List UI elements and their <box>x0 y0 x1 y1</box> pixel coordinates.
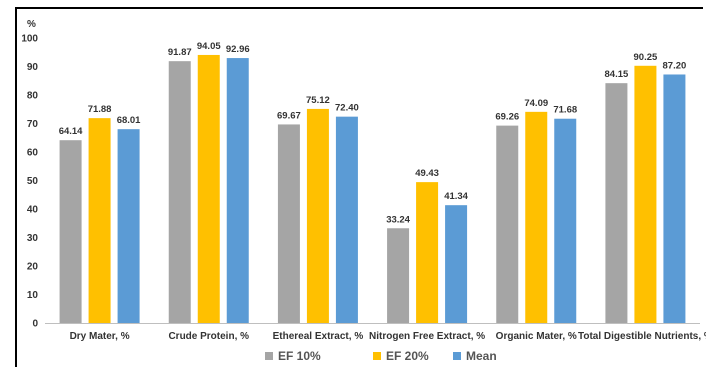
bar <box>605 83 628 323</box>
y-tick-label: 90 <box>27 62 39 73</box>
data-label: 90.25 <box>634 52 658 63</box>
bar <box>416 182 439 323</box>
legend-label: EF 20% <box>386 349 429 363</box>
y-tick-label: 60 <box>27 148 39 159</box>
y-axis: 0 10 20 30 40 50 60 70 80 90 100 <box>21 34 38 330</box>
y-unit-label: % <box>27 19 36 30</box>
data-label: 71.68 <box>553 105 577 116</box>
data-label: 75.12 <box>306 95 330 106</box>
legend-label: EF 10% <box>278 349 321 363</box>
y-tick-label: 70 <box>27 119 39 130</box>
y-tick-label: 100 <box>21 34 38 45</box>
data-label: 49.43 <box>415 168 439 179</box>
bars-group <box>59 54 686 324</box>
data-label: 92.96 <box>226 44 250 55</box>
data-label: 74.09 <box>524 98 548 109</box>
data-label: 91.87 <box>168 47 192 58</box>
data-label: 69.67 <box>277 110 301 121</box>
data-label: 71.88 <box>88 104 112 115</box>
y-tick-label: 80 <box>27 91 39 102</box>
bar <box>168 61 191 323</box>
x-tick-label: Ethereal Extract, % <box>273 331 364 342</box>
y-tick-label: 0 <box>32 319 38 330</box>
legend-swatch <box>265 352 273 360</box>
bar <box>387 228 410 323</box>
bar <box>88 118 111 323</box>
bar <box>226 58 249 324</box>
legend-label: Mean <box>466 349 497 363</box>
legend-swatch <box>373 352 381 360</box>
bar <box>554 118 577 323</box>
x-tick-label: Dry Mater, % <box>70 331 130 342</box>
bar <box>277 124 300 324</box>
y-tick-label: 10 <box>27 290 39 301</box>
y-tick-label: 20 <box>27 262 39 273</box>
bar <box>634 65 657 323</box>
data-label: 64.14 <box>59 126 83 137</box>
x-tick-label: Crude Protein, % <box>168 331 249 342</box>
bar <box>496 125 519 323</box>
x-tick-label: Nitrogen Free Extract, % <box>369 331 485 342</box>
x-tick-label: Organic Mater, % <box>496 331 577 342</box>
data-label: 41.34 <box>444 191 468 202</box>
bar <box>335 116 358 323</box>
data-label: 94.05 <box>197 41 221 52</box>
data-label: 72.40 <box>335 103 359 114</box>
data-label: 87.20 <box>663 60 687 71</box>
x-axis: Dry Mater, % Crude Protein, % Ethereal Ext… <box>45 323 706 342</box>
y-tick-label: 40 <box>27 205 39 216</box>
legend: EF 10% EF 20% Mean <box>265 349 497 363</box>
y-tick-label: 50 <box>27 176 39 187</box>
data-labels-group: 64.14 71.88 68.01 91.87 94.05 92.96 69.67 75.12… <box>59 41 687 225</box>
bar <box>59 140 82 323</box>
bar <box>525 111 548 323</box>
data-label: 69.26 <box>495 112 519 123</box>
data-label: 68.01 <box>117 115 141 126</box>
chart-frame <box>15 7 703 367</box>
bar <box>663 74 686 323</box>
bar <box>197 54 220 324</box>
bar <box>306 108 329 324</box>
y-tick-label: 30 <box>27 233 39 244</box>
legend-swatch <box>453 352 461 360</box>
data-label: 84.15 <box>605 69 629 80</box>
bar <box>445 205 468 323</box>
bar <box>117 129 140 323</box>
x-tick-label: Total Digestible Nutrients, % <box>578 331 706 342</box>
data-label: 33.24 <box>386 214 410 225</box>
